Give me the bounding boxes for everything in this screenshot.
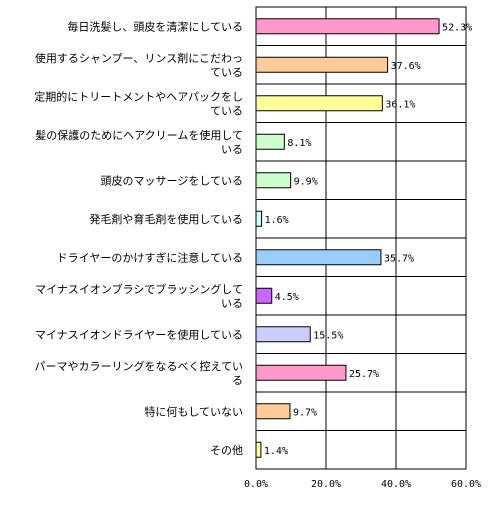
bar [255,326,311,343]
data-label: 36.1% [385,99,415,110]
category-label: 毎日洗髪し、頭皮を清潔にしている [67,19,243,33]
data-label: 25.7% [349,369,379,380]
x-tick-label: 60.0% [451,479,481,490]
data-label: 1.6% [265,215,289,226]
bar [255,364,347,381]
x-tick-label: 0.0% [244,479,268,490]
category-label: パーマやカラーリングをなるべく控えてい [35,359,243,373]
category-label: いる [221,297,243,310]
category-label: 使用するシャンプー、リンス剤にこだわっ [35,51,243,65]
plot-frame [255,6,467,470]
plot-border [255,6,467,470]
x-axis-ticks: 0.0% 20.0% 40.0% 60.0% [244,479,481,490]
bar [255,133,285,150]
bars [255,18,440,458]
data-label: 4.5% [275,292,299,303]
data-label: 35.7% [384,253,414,264]
value-labels: 52.3% 37.6% 36.1% 8.1% 9.9% 1.6% 35.7% 4.5% 15.5… [264,22,472,457]
data-label: 8.1% [287,138,311,149]
category-label: その他 [210,444,243,457]
data-label: 9.9% [294,176,318,187]
category-label: ている [210,66,243,79]
bar [255,287,273,304]
data-label: 15.5% [313,330,343,341]
category-label: マイナスイオンブラシでブラッシングして [35,282,243,296]
x-tick-label: 20.0% [311,479,341,490]
bar [255,95,383,112]
category-label: ている [210,104,243,117]
x-tick-label: 40.0% [381,479,411,490]
category-label: 頭皮のマッサージをしている [101,174,243,187]
bar [255,210,263,227]
category-label: マイナスイオンドライヤーを使用している [35,328,243,341]
category-label: る [232,374,243,387]
bar [255,249,382,266]
category-label: 特に何もしていない [144,404,243,418]
category-label: 髪の保護のためにヘアクリームを使用して [35,128,243,142]
category-labels: 毎日洗髪し、頭皮を清潔にしている使用するシャンプー、リンス剤にこだわっている定期… [34,19,243,457]
category-label: 定期的にトリートメントやヘアパックをし [34,89,243,103]
bar [255,172,292,189]
bar [255,18,440,35]
bar [255,56,389,73]
grid-lines [256,7,466,469]
data-label: 1.4% [264,446,288,457]
data-label: 52.3% [442,22,472,33]
data-label: 9.7% [293,407,317,418]
category-label: ドライヤーのかけすぎに注意している [57,250,243,264]
category-label: 発毛剤や育毛剤を使用している [89,212,243,226]
bar [255,403,291,420]
category-label: いる [221,143,243,156]
bar [255,441,262,458]
data-label: 37.6% [391,61,421,72]
